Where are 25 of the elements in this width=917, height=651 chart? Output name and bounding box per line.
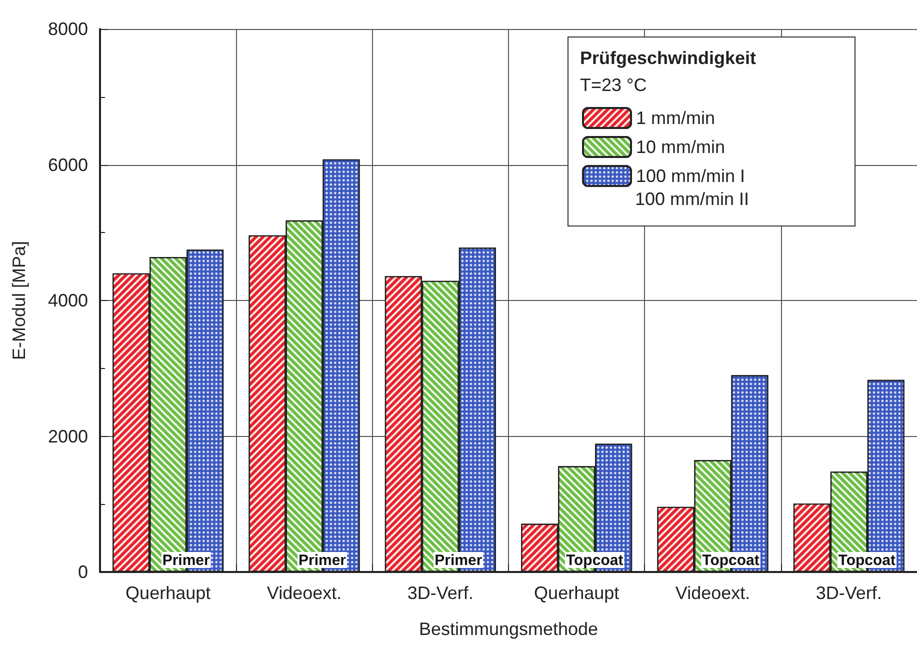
annotation: Topcoat (566, 552, 624, 569)
legend-label: 100 mm/min I (636, 166, 746, 186)
x-tick-label: Querhaupt (126, 583, 211, 603)
x-tick-label: Videoext. (266, 583, 342, 603)
y-tick-label: 0 (78, 562, 88, 582)
annotation: Primer (162, 552, 210, 569)
legend-title: Prüfgeschwindigkeit (580, 48, 756, 68)
x-tick-label: 3D-Verf. (816, 583, 882, 603)
x-tick-label: Videoext. (675, 583, 750, 603)
legend-label: 10 mm/min (636, 137, 726, 157)
x-tick-label: Querhaupt (534, 583, 620, 603)
y-tick-label: 8000 (48, 19, 88, 39)
x-axis-title: Bestimmungsmethode (418, 619, 598, 639)
annotation: T=23 °C (580, 75, 647, 95)
annotation: Primer (298, 552, 346, 569)
legend-label: 1 mm/min (636, 108, 716, 128)
annotation: Topcoat (702, 552, 760, 569)
x-tick-label: 3D-Verf. (407, 583, 474, 603)
y-tick-label: 6000 (48, 154, 88, 175)
y-tick-label: 4000 (48, 290, 88, 310)
annotation: Primer (434, 552, 482, 569)
annotation: Topcoat (838, 552, 896, 569)
y-axis-title: E-Modul [MPa] (9, 240, 29, 360)
y-tick-label: 2000 (48, 426, 88, 446)
annotation: 100 mm/min II (635, 189, 750, 209)
